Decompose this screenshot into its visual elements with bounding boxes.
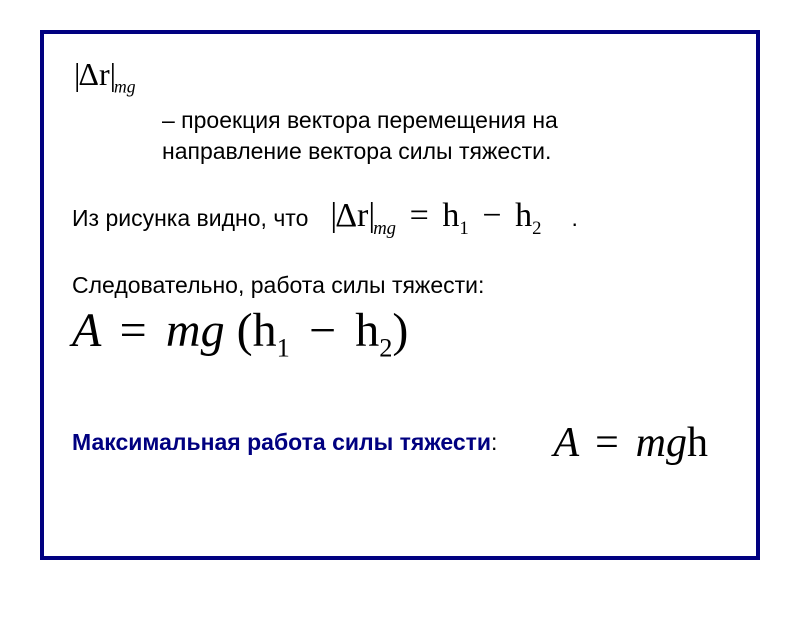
row-max-work: Максимальная работа силы тяжести: A = mg…	[72, 419, 728, 467]
slide-frame: |Δr|mg – проекция вектора перемещения на…	[40, 30, 760, 560]
expr-delta-r-eq-h1-h2: |Δr|mg = h1 − h2	[330, 197, 541, 240]
para2-text: Из рисунка видно, что	[72, 205, 308, 232]
expr-delta-r-mg-top: |Δr|mg	[74, 56, 136, 97]
period: .	[571, 205, 577, 232]
formula-work-gravity: A = mg (h1 − h2)	[72, 303, 408, 364]
formula-max-work: A = mgh	[553, 419, 708, 467]
paragraph-projection: – проекция вектора перемещения на направ…	[162, 105, 728, 167]
para4-max-work: Максимальная работа силы тяжести:	[72, 429, 497, 456]
para1-line2: направление вектора силы тяжести.	[162, 138, 551, 164]
delta-r-text: Δr	[78, 56, 109, 92]
mg-subscript: mg	[114, 76, 136, 96]
para1-line1: – проекция вектора перемещения на	[162, 107, 558, 133]
para3-therefore: Следовательно, работа силы тяжести:	[72, 272, 728, 299]
row-from-figure: Из рисунка видно, что |Δr|mg = h1 − h2 .	[72, 197, 728, 240]
